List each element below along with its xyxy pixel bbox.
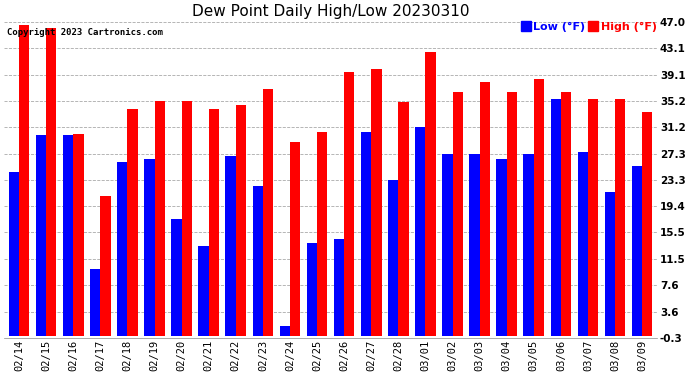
Bar [317,132,327,336]
Bar [524,153,534,336]
Bar [642,112,653,336]
Bar [496,159,506,336]
Bar [534,79,544,336]
Bar [100,196,110,336]
Bar [181,100,192,336]
Bar [155,100,165,336]
Bar [117,162,128,336]
Bar [171,219,181,336]
Bar [144,159,155,336]
Bar [361,132,371,336]
Title: Dew Point Daily High/Low 20230310: Dew Point Daily High/Low 20230310 [192,4,469,19]
Bar [506,92,517,336]
Bar [334,239,344,336]
Bar [63,135,73,336]
Bar [415,128,426,336]
Bar [290,142,300,336]
Bar [236,105,246,336]
Bar [398,102,408,336]
Bar [388,180,398,336]
Bar [307,243,317,336]
Bar [36,135,46,336]
Bar [588,99,598,336]
Bar [442,153,453,336]
Bar [46,28,57,336]
Bar [426,52,435,336]
Bar [371,69,382,336]
Bar [632,166,642,336]
Bar [551,99,561,336]
Bar [128,109,138,336]
Bar [90,269,100,336]
Bar [19,25,30,336]
Text: Copyright 2023 Cartronics.com: Copyright 2023 Cartronics.com [8,28,164,37]
Bar [208,109,219,336]
Bar [480,82,490,336]
Bar [578,152,588,336]
Bar [344,72,355,336]
Bar [469,153,480,336]
Bar [199,246,208,336]
Bar [615,99,625,336]
Bar [253,186,263,336]
Bar [73,134,83,336]
Bar [561,92,571,336]
Bar [9,172,19,336]
Bar [263,88,273,336]
Bar [226,156,236,336]
Bar [279,326,290,336]
Bar [453,92,463,336]
Bar [604,192,615,336]
Legend: Low (°F), High (°F): Low (°F), High (°F) [521,22,657,32]
